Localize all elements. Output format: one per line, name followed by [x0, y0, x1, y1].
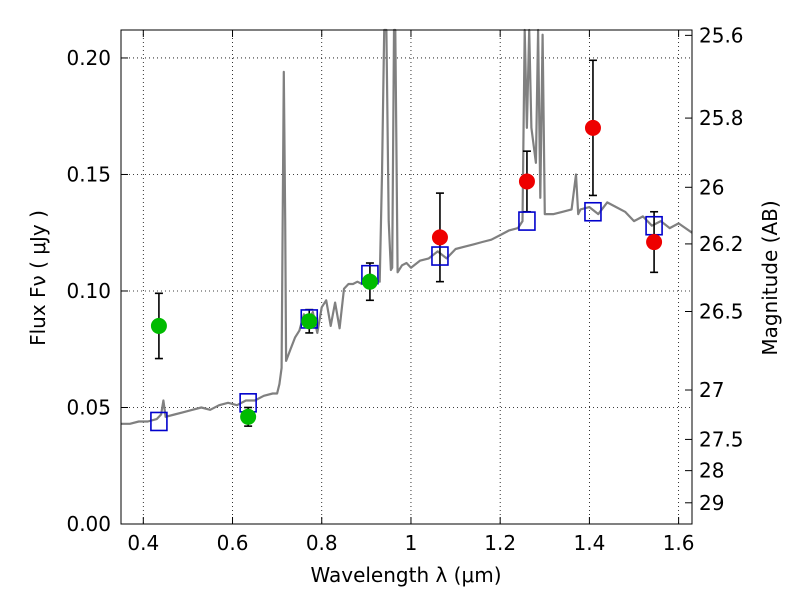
red-observed-point [584, 119, 601, 136]
magnitude-tick-label: 27 [699, 378, 724, 402]
x-tick-label: 1.4 [573, 531, 605, 555]
magnitude-tick-label: 26 [699, 175, 724, 199]
magnitude-tick-label: 26.5 [699, 299, 744, 323]
green-observed-point [361, 273, 378, 290]
y-tick-label: 0.00 [66, 512, 111, 536]
x-tick-label: 1 [405, 531, 418, 555]
model-square-point [584, 201, 602, 222]
magnitude-axis-label: Magnitude (AB) [758, 200, 782, 355]
x-tick-label: 0.4 [127, 531, 159, 555]
spectrum-line [121, 28, 693, 425]
model-square-point [518, 211, 536, 231]
magnitude-tick-label: 25.6 [699, 23, 744, 47]
magnitude-tick-label: 27.5 [699, 427, 744, 451]
y-tick-label: 0.15 [66, 162, 111, 186]
observed-point-layer [150, 119, 663, 425]
magnitude-tick-label: 25.8 [699, 106, 744, 130]
y-tick-label: 0.20 [66, 46, 111, 70]
model-square-point [150, 411, 168, 432]
red-observed-point [646, 234, 663, 251]
x-tick-label: 0.8 [306, 531, 338, 555]
magnitude-tick-label: 29 [699, 491, 724, 515]
axis-ticks: 0.4 0.6 0.8 1 1.2 1.4 1.6 0.00 0.05 0.10 0.15 0.20 2… [66, 23, 743, 555]
magnitude-tick-label: 26.2 [699, 232, 744, 256]
magnitude-tick-label: 28 [699, 459, 724, 483]
x-tick-label: 1.6 [663, 531, 695, 555]
x-tick-label: 1.2 [484, 531, 516, 555]
spectrum-layer [121, 28, 693, 425]
model-point-layer [150, 201, 663, 432]
green-observed-point [240, 408, 257, 425]
x-axis-label: Wavelength λ (μm) [310, 563, 501, 587]
x-tick-label: 0.6 [217, 531, 249, 555]
y-tick-label: 0.05 [66, 395, 111, 419]
green-observed-point [150, 317, 167, 334]
red-observed-point [518, 173, 535, 190]
plot-frame [120, 29, 693, 525]
green-observed-point [301, 313, 318, 330]
y-tick-label: 0.10 [66, 279, 111, 303]
y-axis-label: Flux Fν ( μJy ) [26, 210, 50, 346]
red-observed-point [431, 229, 448, 246]
grid-lines [121, 30, 692, 525]
model-square-point [431, 246, 449, 266]
error-bar-layer [154, 59, 659, 427]
